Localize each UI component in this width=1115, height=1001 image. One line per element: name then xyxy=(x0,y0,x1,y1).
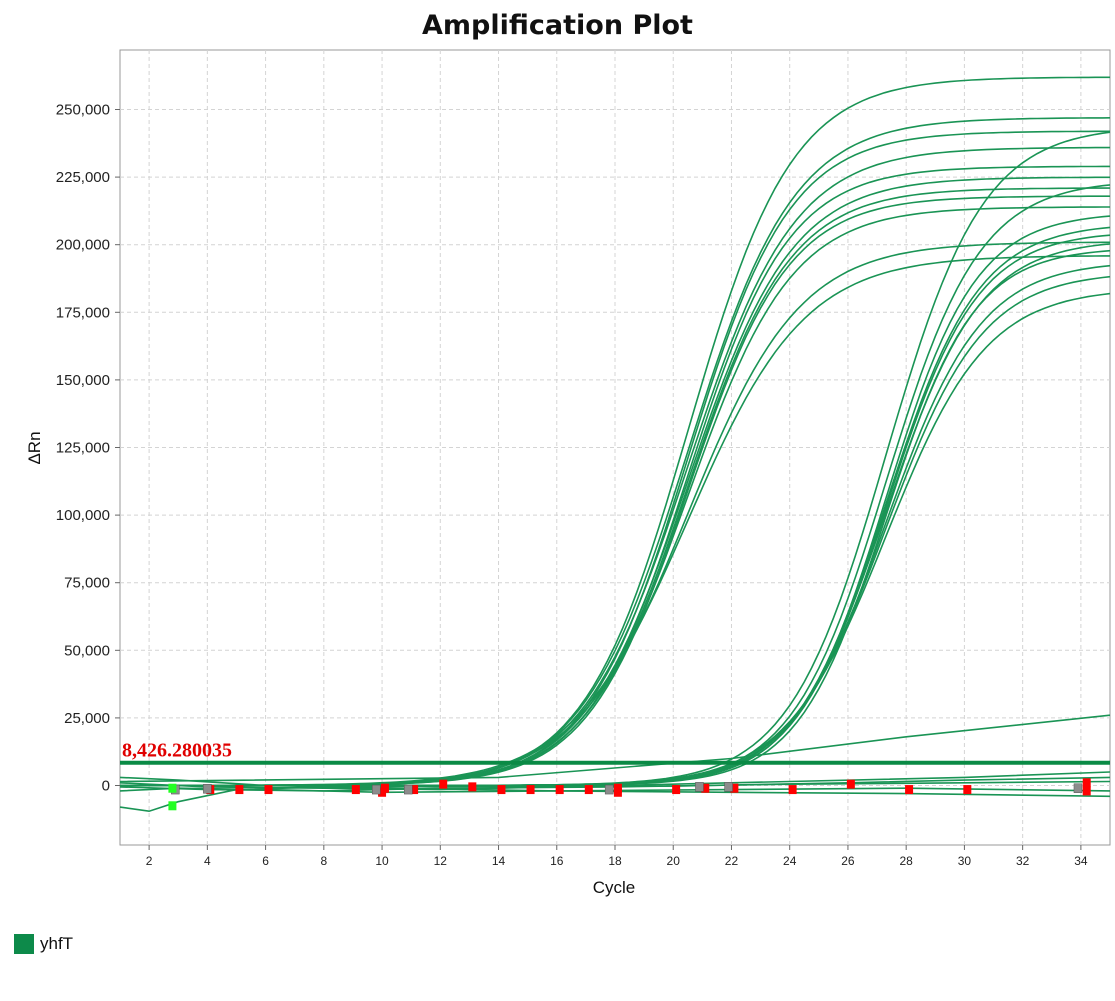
x-tick-label: 14 xyxy=(492,854,506,868)
y-tick-label: 50,000 xyxy=(64,642,110,659)
cycle-marker[interactable] xyxy=(168,801,177,811)
x-tick-label: 12 xyxy=(434,854,448,868)
y-tick-label: 75,000 xyxy=(64,575,110,592)
y-tick-label: 0 xyxy=(102,778,110,795)
x-tick-label: 30 xyxy=(958,854,972,868)
x-tick-label: 6 xyxy=(262,854,269,868)
cycle-marker[interactable] xyxy=(788,785,797,795)
x-tick-label: 28 xyxy=(899,854,913,868)
y-tick-label: 200,000 xyxy=(56,237,110,254)
cycle-marker[interactable] xyxy=(404,784,413,795)
cycle-marker[interactable] xyxy=(701,783,710,793)
threshold[interactable]: 8,426.280035 xyxy=(120,740,1110,765)
y-tick-label: 250,000 xyxy=(56,101,110,118)
cycle-marker[interactable] xyxy=(584,785,593,795)
cycle-marker[interactable] xyxy=(1082,786,1091,796)
x-tick-label: 2 xyxy=(146,854,153,868)
cycle-marker[interactable] xyxy=(1073,783,1083,793)
cycle-marker[interactable] xyxy=(439,779,448,789)
x-axis-label: Cycle xyxy=(593,878,636,897)
cycle-marker[interactable] xyxy=(410,785,419,795)
cycle-markers xyxy=(168,778,1091,811)
x-tick-label: 34 xyxy=(1074,854,1088,868)
cycle-marker[interactable] xyxy=(905,785,914,795)
cycle-marker[interactable] xyxy=(380,783,389,793)
axes: 2 4 6 8 10 12 14 16 18 20 22 24 26 28 30 32 34025,00050,… xyxy=(56,101,1088,868)
legend: yhfT xyxy=(14,934,73,954)
x-tick-label: 22 xyxy=(725,854,739,868)
legend-swatch-yhfT xyxy=(14,934,34,954)
cycle-marker[interactable] xyxy=(555,785,564,795)
cycle-marker[interactable] xyxy=(963,785,972,795)
cycle-marker[interactable] xyxy=(526,785,535,795)
x-tick-label: 24 xyxy=(783,854,797,868)
cycle-marker[interactable] xyxy=(203,784,212,794)
y-tick-label: 150,000 xyxy=(56,372,110,389)
x-tick-label: 20 xyxy=(667,854,681,868)
cycle-marker[interactable] xyxy=(846,779,855,789)
cycle-marker[interactable] xyxy=(613,787,622,797)
x-tick-label: 16 xyxy=(550,854,564,868)
x-tick-label: 18 xyxy=(608,854,622,868)
cycle-marker[interactable] xyxy=(672,785,681,795)
cycle-marker[interactable] xyxy=(604,784,614,795)
cycle-marker[interactable] xyxy=(371,784,381,795)
cycle-marker[interactable] xyxy=(351,785,360,795)
x-tick-label: 32 xyxy=(1016,854,1030,868)
amplification-curve[interactable] xyxy=(119,714,1111,783)
cycle-marker[interactable] xyxy=(497,785,506,795)
x-tick-label: 8 xyxy=(320,854,327,868)
y-tick-label: 175,000 xyxy=(56,304,110,321)
y-tick-label: 125,000 xyxy=(56,440,110,457)
x-tick-label: 10 xyxy=(375,854,389,868)
cycle-marker[interactable] xyxy=(724,782,733,792)
y-tick-label: 225,000 xyxy=(56,169,110,186)
threshold-label: 8,426.280035 xyxy=(122,740,232,762)
cycle-marker[interactable] xyxy=(264,785,273,795)
y-axis-label: ΔRn xyxy=(25,431,44,464)
cycle-marker[interactable] xyxy=(468,782,477,792)
x-tick-label: 26 xyxy=(841,854,855,868)
cycle-marker[interactable] xyxy=(1082,778,1091,788)
chart-title: Amplification Plot xyxy=(422,10,693,41)
x-tick-label: 4 xyxy=(204,854,211,868)
y-tick-label: 100,000 xyxy=(56,507,110,524)
cycle-marker[interactable] xyxy=(235,785,244,795)
legend-label-yhfT: yhfT xyxy=(40,934,74,953)
cycle-marker[interactable] xyxy=(168,783,177,793)
cycle-marker[interactable] xyxy=(730,783,739,793)
grid-lines xyxy=(120,50,1110,845)
cycle-marker[interactable] xyxy=(695,782,704,792)
y-tick-label: 25,000 xyxy=(64,710,110,727)
